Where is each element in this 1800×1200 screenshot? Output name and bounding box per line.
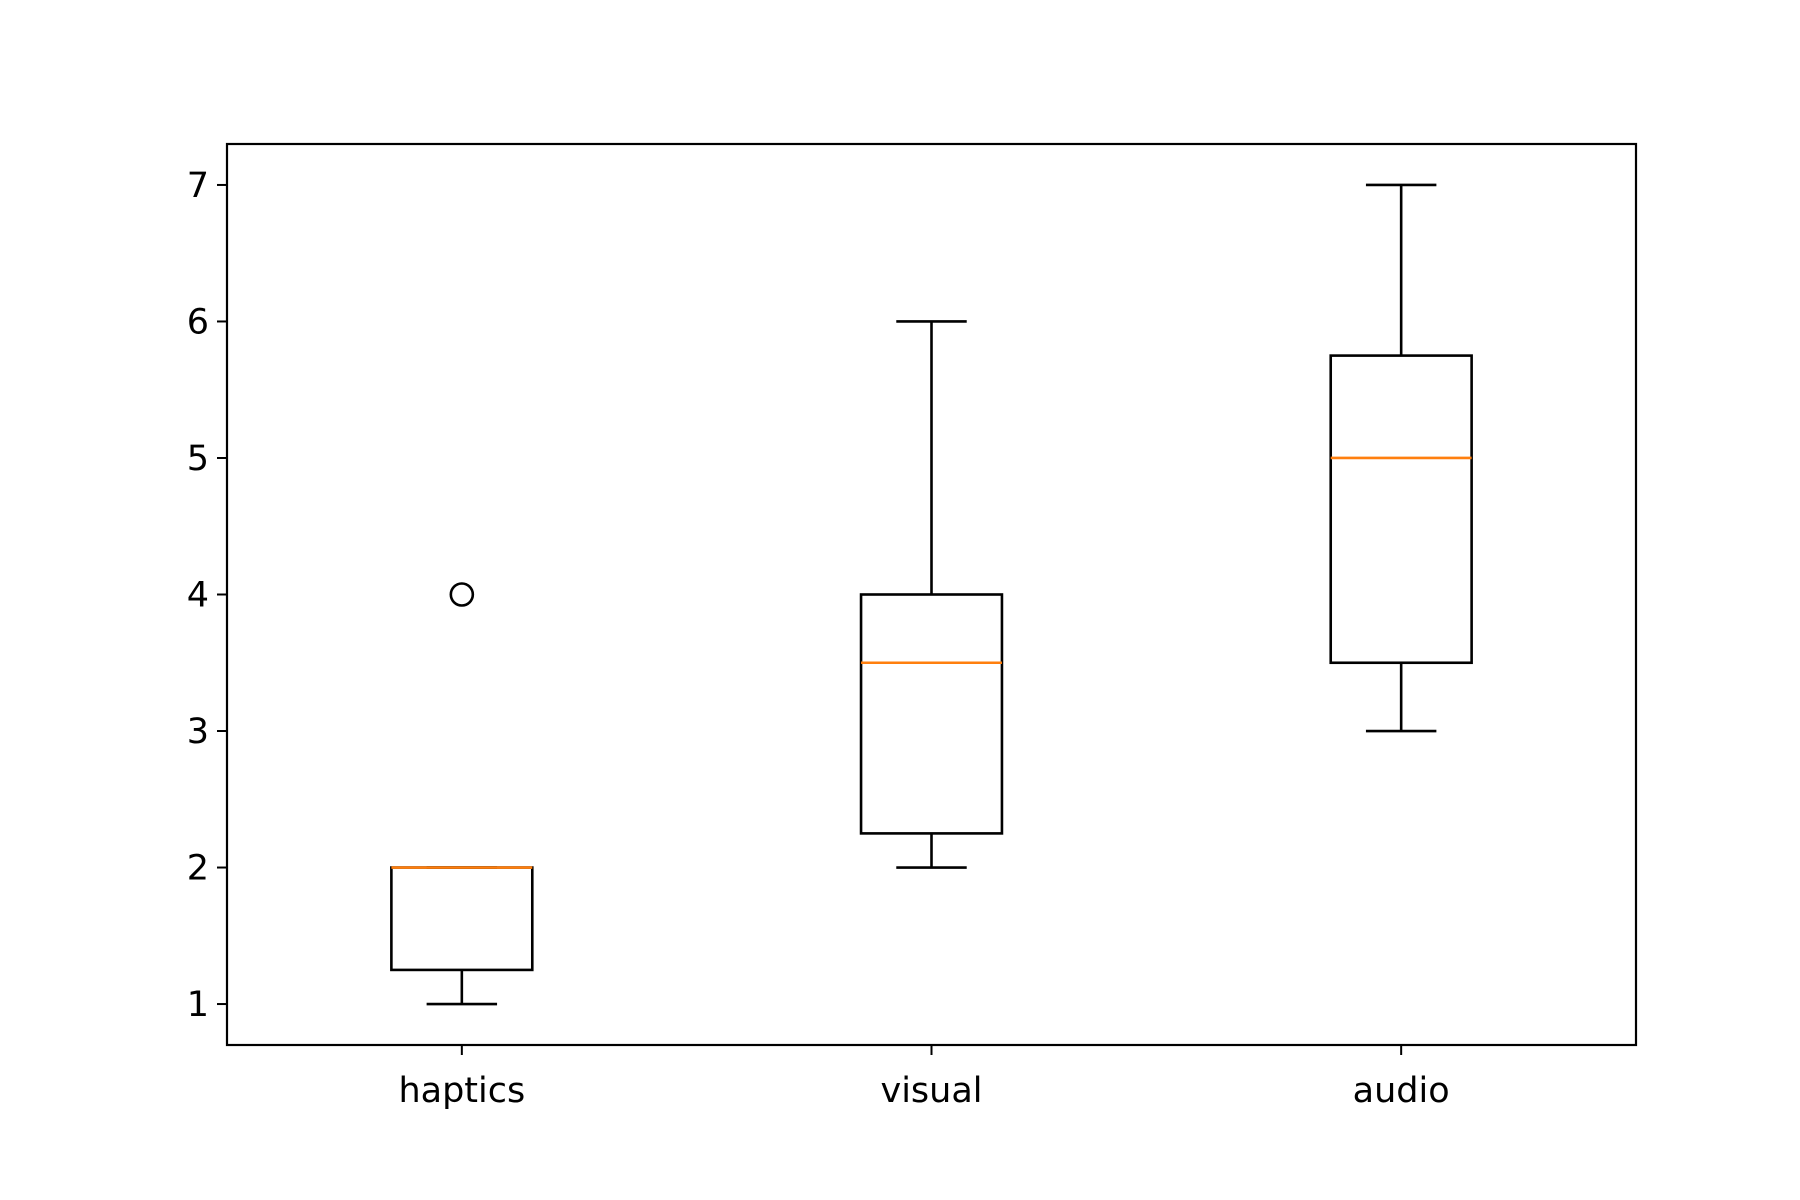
box [1329, 354, 1473, 665]
x-tick-label: audio [1353, 1071, 1450, 1111]
y-tick-label: 6 [187, 302, 209, 342]
y-tick-label: 5 [187, 439, 209, 479]
y-tick-label: 1 [187, 985, 209, 1025]
x-tick-label: haptics [398, 1071, 525, 1111]
box [859, 593, 1004, 835]
y-tick-label: 3 [187, 712, 209, 752]
box [390, 866, 534, 972]
x-tick-label: visual [880, 1071, 982, 1111]
y-tick-label: 7 [187, 166, 209, 206]
flier [449, 582, 475, 607]
y-tick-label: 2 [187, 849, 209, 889]
y-tick-label: 4 [187, 576, 209, 616]
